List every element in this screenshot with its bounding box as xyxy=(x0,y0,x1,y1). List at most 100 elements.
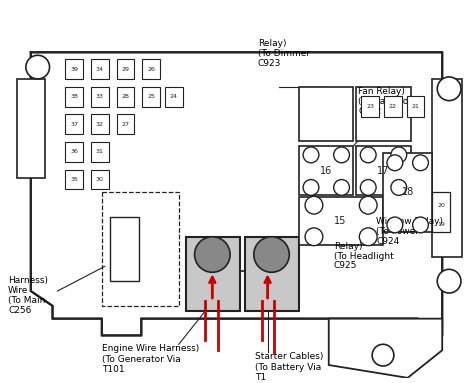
Bar xyxy=(65,115,83,134)
Polygon shape xyxy=(329,319,442,378)
Text: Relay): Relay) xyxy=(334,242,362,251)
Text: 31: 31 xyxy=(96,149,104,154)
Text: 33: 33 xyxy=(96,94,104,99)
Circle shape xyxy=(387,155,403,171)
Text: 16: 16 xyxy=(319,166,332,176)
Circle shape xyxy=(26,55,50,79)
Text: 28: 28 xyxy=(122,94,129,99)
Bar xyxy=(65,59,83,79)
Bar xyxy=(102,192,179,306)
Bar xyxy=(432,79,462,257)
Bar xyxy=(91,142,109,162)
Bar xyxy=(91,87,109,106)
Text: Window Relay): Window Relay) xyxy=(376,217,443,226)
Bar xyxy=(165,87,183,106)
Text: C256: C256 xyxy=(8,306,31,315)
Circle shape xyxy=(305,228,323,246)
Text: C922: C922 xyxy=(358,106,382,116)
Bar xyxy=(91,115,109,134)
Circle shape xyxy=(334,147,349,163)
Text: (To Headlight: (To Headlight xyxy=(334,252,393,260)
Circle shape xyxy=(305,196,323,214)
Bar xyxy=(65,87,83,106)
Text: (To Generator Via: (To Generator Via xyxy=(102,355,181,364)
Circle shape xyxy=(391,147,407,163)
Text: 38: 38 xyxy=(70,94,78,99)
Text: 24: 24 xyxy=(170,94,178,99)
Text: Harness): Harness) xyxy=(8,276,48,285)
Bar xyxy=(65,142,83,162)
Text: Fan Relay): Fan Relay) xyxy=(358,87,405,96)
Bar xyxy=(299,197,383,245)
Bar xyxy=(65,170,83,190)
Bar xyxy=(110,217,139,281)
Text: 21: 21 xyxy=(411,104,419,109)
Bar xyxy=(356,87,410,141)
Text: (To Radiator: (To Radiator xyxy=(358,97,412,106)
Text: (To Dimmer: (To Dimmer xyxy=(258,49,310,58)
Text: 37: 37 xyxy=(70,122,78,127)
Bar xyxy=(186,237,240,311)
Circle shape xyxy=(359,228,377,246)
Circle shape xyxy=(387,217,403,233)
Bar xyxy=(117,87,135,106)
Text: 18: 18 xyxy=(401,187,414,197)
Text: 23: 23 xyxy=(366,104,374,109)
Circle shape xyxy=(360,147,376,163)
Bar xyxy=(245,237,299,311)
Text: 36: 36 xyxy=(70,149,78,154)
Text: 19: 19 xyxy=(438,223,445,228)
Text: (To Power: (To Power xyxy=(376,227,419,236)
Bar xyxy=(299,146,354,195)
Bar xyxy=(432,192,450,232)
Circle shape xyxy=(412,217,428,233)
Circle shape xyxy=(438,269,461,293)
Text: 15: 15 xyxy=(334,216,347,226)
Bar xyxy=(117,59,135,79)
Bar xyxy=(299,87,354,141)
Circle shape xyxy=(303,147,319,163)
Circle shape xyxy=(254,237,289,272)
Text: (To Main: (To Main xyxy=(8,296,46,305)
Bar xyxy=(142,59,160,79)
Bar xyxy=(91,59,109,79)
Text: 35: 35 xyxy=(70,177,78,182)
Text: T1: T1 xyxy=(255,373,266,382)
Polygon shape xyxy=(31,52,442,336)
Bar xyxy=(17,79,45,178)
Bar xyxy=(384,96,402,118)
Text: 22: 22 xyxy=(389,104,397,109)
Circle shape xyxy=(303,180,319,195)
Circle shape xyxy=(412,155,428,171)
Circle shape xyxy=(372,344,394,366)
Text: 30: 30 xyxy=(96,177,104,182)
Circle shape xyxy=(360,180,376,195)
Text: Relay): Relay) xyxy=(258,39,286,49)
Text: (To Battery Via: (To Battery Via xyxy=(255,363,321,372)
Text: C923: C923 xyxy=(258,59,281,68)
Bar xyxy=(361,96,379,118)
Text: 32: 32 xyxy=(96,122,104,127)
Bar xyxy=(91,170,109,190)
Circle shape xyxy=(391,180,407,195)
Bar xyxy=(383,153,432,232)
Circle shape xyxy=(438,77,461,101)
Text: Starter Cables): Starter Cables) xyxy=(255,352,323,361)
Text: Wire: Wire xyxy=(8,286,28,295)
Bar xyxy=(117,115,135,134)
Text: 39: 39 xyxy=(70,67,78,72)
Text: T101: T101 xyxy=(102,365,125,374)
Text: C924: C924 xyxy=(376,237,400,246)
Text: 20: 20 xyxy=(438,203,445,208)
Circle shape xyxy=(195,237,230,272)
Bar xyxy=(356,146,410,195)
Circle shape xyxy=(334,180,349,195)
Text: 29: 29 xyxy=(121,67,129,72)
Text: 26: 26 xyxy=(147,67,155,72)
Text: 34: 34 xyxy=(96,67,104,72)
Text: Engine Wire Harness): Engine Wire Harness) xyxy=(102,344,199,353)
Text: 25: 25 xyxy=(147,94,155,99)
Circle shape xyxy=(359,196,377,214)
Text: C925: C925 xyxy=(334,262,357,270)
Text: 27: 27 xyxy=(121,122,129,127)
